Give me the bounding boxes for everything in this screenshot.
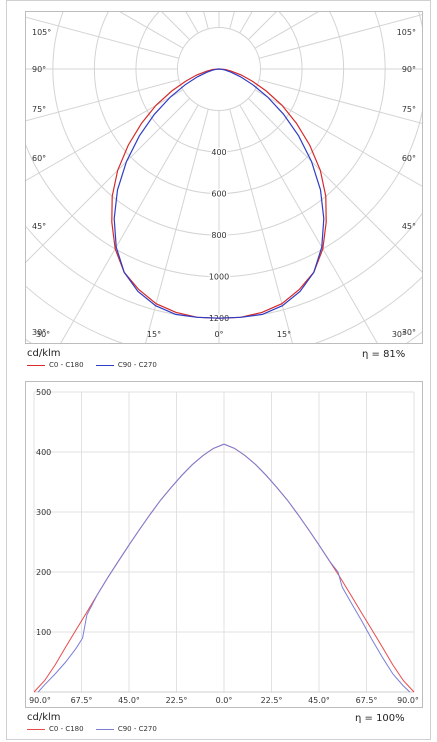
polar-radial-tick-label: 400 [211, 148, 226, 157]
cartesian-y-tick-label: 200 [36, 568, 51, 577]
cartesian-x-tick-label: 22.5° [261, 696, 283, 705]
cartesian-y-tick-label: 100 [36, 628, 51, 637]
polar-unit-label: cd/klm [27, 348, 61, 359]
cartesian-y-tick-label: 300 [36, 508, 51, 517]
polar-radial-tick-label: 800 [211, 231, 226, 240]
polar-angle-label-right: 90° [402, 65, 416, 74]
cartesian-y-tick-label: 500 [36, 388, 51, 397]
polar-legend: C0 - C180 C90 - C270 [27, 361, 167, 369]
cartesian-x-tick-label: 67.5° [71, 696, 93, 705]
cartesian-series-line-c90-c270 [37, 443, 411, 693]
cartesian-x-tick-label: 45.0° [308, 696, 330, 705]
polar-grid [26, 12, 422, 343]
polar-legend-label-c90: C90 - C270 [117, 361, 157, 369]
legend-line-red [27, 728, 45, 730]
cartesian-x-tick-label: 67.5° [356, 696, 378, 705]
polar-angle-label-right: 75° [402, 105, 416, 114]
polar-bottom-label: 15° [147, 330, 161, 339]
polar-grid-spoke [203, 12, 209, 30]
polar-grid-spoke [229, 12, 235, 30]
cartesian-legend-label-c0: C0 - C180 [49, 725, 84, 733]
polar-grid-spoke [239, 104, 378, 343]
polar-grid-spoke [119, 12, 184, 49]
cartesian-legend: C0 - C180 C90 - C270 [27, 725, 167, 733]
polar-grid-spoke [26, 89, 184, 182]
legend-line-red [27, 364, 45, 366]
polar-grid-spoke [60, 104, 199, 343]
polar-bottom-label: 0° [214, 330, 223, 339]
cartesian-diagram-panel: 100 200 300 400 500 90.0° 67.5° 45.0° 22.5° 0.0° 2… [25, 381, 423, 708]
polar-angle-label-left: 30° [32, 328, 46, 337]
polar-angle-label-right: 60° [402, 154, 416, 163]
polar-legend-label-c0: C0 - C180 [49, 361, 84, 369]
polar-grid-circle [26, 12, 422, 343]
legend-line-blue [95, 728, 114, 730]
polar-efficiency-label: η = 81% [362, 349, 406, 360]
polar-grid-spoke [229, 108, 293, 343]
polar-bottom-label: 30° [392, 330, 406, 339]
polar-angle-label-left: 105° [32, 28, 51, 37]
photometry-frame: 400 600 800 1000 1200 105° 90° 75° 60° 45° 30° 105°… [6, 0, 431, 740]
polar-grid-spoke [258, 14, 422, 59]
cartesian-x-tick-label: 0.0° [216, 696, 233, 705]
polar-grid-spoke [254, 89, 422, 187]
polar-angle-label-right: 105° [397, 28, 416, 37]
polar-legend-item-c0: C0 - C180 [27, 361, 84, 369]
cartesian-x-tick-label: 90.0° [29, 696, 51, 705]
legend-line-blue [95, 364, 114, 366]
cartesian-y-tick-label: 400 [36, 448, 51, 457]
cartesian-unit-label: cd/klm [27, 712, 61, 723]
polar-angle-label-left: 60° [32, 154, 46, 163]
polar-grid-spoke [26, 79, 180, 122]
cartesian-legend-label-c90: C90 - C270 [117, 725, 157, 733]
polar-grid-spoke [145, 108, 209, 343]
polar-grid-spoke [258, 79, 422, 124]
polar-angle-label-left: 90° [32, 65, 46, 74]
cartesian-diagram: 100 200 300 400 500 90.0° 67.5° 45.0° 22.5° 0.0° 2… [29, 388, 419, 705]
polar-diagram: 40060080010001200105°90°75°60°45°30°105°… [26, 12, 422, 343]
polar-grid-spoke [26, 98, 190, 263]
polar-grid-spoke [26, 16, 180, 59]
polar-bottom-label: 15° [277, 330, 291, 339]
cartesian-efficiency-label: η = 100% [355, 713, 405, 724]
cartesian-legend-item-c90: C90 - C270 [95, 725, 157, 733]
cartesian-x-tick-label: 22.5° [166, 696, 188, 705]
polar-grid-spoke [248, 98, 422, 273]
polar-radial-tick-label: 600 [211, 190, 226, 199]
cartesian-x-tick-label: 90.0° [397, 696, 419, 705]
polar-bottom-label: 30° [36, 330, 50, 339]
polar-angle-label-left: 75° [32, 105, 46, 114]
polar-angle-label-right: 45° [402, 222, 416, 231]
cartesian-x-tick-label: 45.0° [118, 696, 140, 705]
polar-grid-circle [26, 331, 422, 343]
polar-grid-circle [26, 276, 422, 343]
polar-diagram-panel: 400 600 800 1000 1200 105° 90° 75° 60° 45° 30° 105°… [25, 11, 423, 344]
cartesian-legend-item-c0: C0 - C180 [27, 725, 84, 733]
polar-angle-label-right: 30° [402, 328, 416, 337]
polar-legend-item-c90: C90 - C270 [95, 361, 157, 369]
polar-grid-spoke [254, 12, 319, 49]
polar-series-curve-c90-c270 [113, 68, 325, 319]
polar-angle-label-left: 45° [32, 222, 46, 231]
polar-radial-tick-label: 1000 [209, 273, 229, 282]
